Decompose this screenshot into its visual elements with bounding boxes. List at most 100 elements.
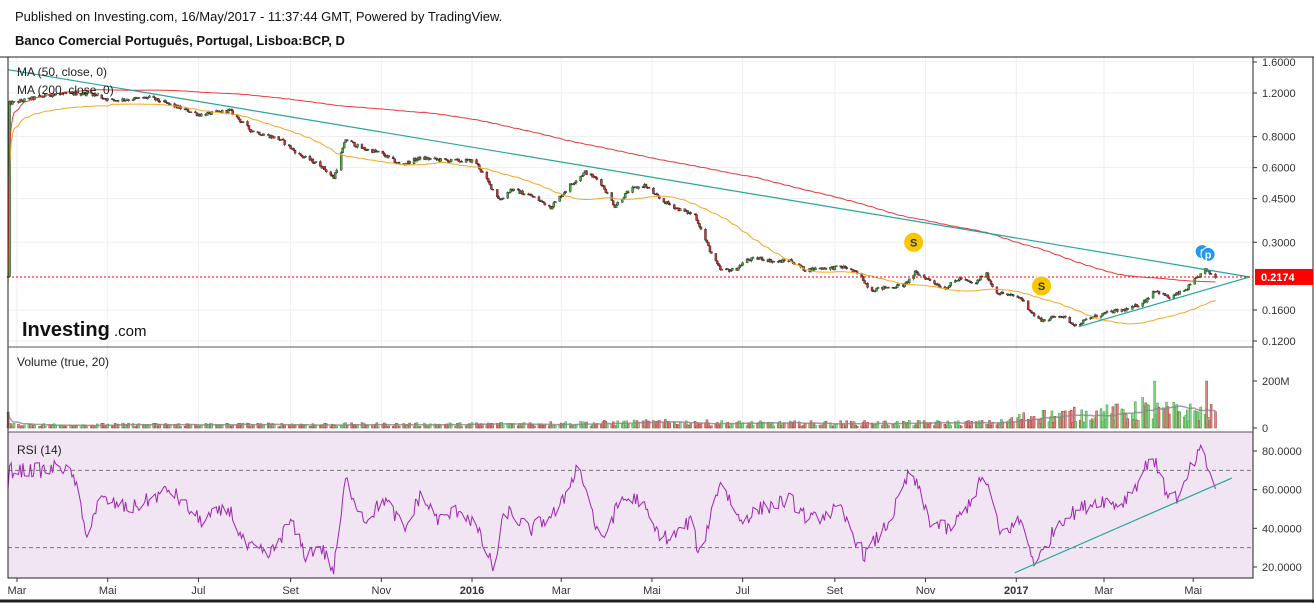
volume-bar bbox=[12, 423, 16, 429]
legend-ma50: MA (50, close, 0) bbox=[17, 65, 107, 79]
volume-bar bbox=[560, 422, 563, 429]
candle-down bbox=[460, 161, 463, 163]
volume-bar bbox=[429, 423, 432, 429]
candle-up bbox=[341, 147, 344, 153]
candle-down bbox=[533, 196, 536, 198]
candle-up bbox=[574, 180, 578, 184]
candle-up bbox=[998, 293, 1002, 296]
volume-bar bbox=[366, 425, 370, 429]
candle-up bbox=[741, 262, 744, 266]
volume-bar bbox=[1186, 409, 1189, 429]
candle-down bbox=[699, 226, 703, 230]
candle-up bbox=[736, 267, 740, 271]
volume-bar bbox=[980, 420, 984, 429]
candle-down bbox=[475, 159, 478, 164]
volume-bar bbox=[1134, 401, 1137, 429]
volume-bar bbox=[626, 423, 630, 429]
volume-bar bbox=[137, 423, 141, 429]
candle-up bbox=[1203, 268, 1207, 274]
volume-bar bbox=[668, 422, 671, 429]
volume-bar bbox=[731, 423, 734, 429]
price-tick-label: 1.6000 bbox=[1262, 57, 1296, 69]
volume-bar bbox=[1126, 418, 1129, 429]
chart-title: Banco Comercial Português, Portugal, Lis… bbox=[15, 33, 345, 48]
candle-down bbox=[393, 158, 396, 163]
x-tick-label: Nov bbox=[916, 585, 936, 597]
volume-bar bbox=[632, 419, 636, 429]
volume-bar bbox=[1157, 406, 1161, 429]
volume-bar bbox=[500, 422, 503, 429]
candle-up bbox=[750, 257, 753, 261]
volume-bar bbox=[652, 420, 655, 429]
volume-bar bbox=[177, 423, 181, 429]
x-tick-label: Mar bbox=[8, 585, 27, 597]
candle-down bbox=[673, 204, 676, 209]
candle-down bbox=[1026, 300, 1030, 310]
candle-up bbox=[637, 186, 640, 189]
candle-down bbox=[319, 161, 322, 167]
candle-down bbox=[408, 160, 411, 164]
candle-down bbox=[603, 185, 606, 190]
candle-down bbox=[991, 283, 994, 288]
candle-up bbox=[554, 201, 557, 204]
candle-up bbox=[339, 152, 343, 171]
candle-down bbox=[485, 171, 489, 179]
x-tick-label: Set bbox=[827, 585, 844, 597]
candle-up bbox=[226, 109, 230, 114]
candle-up bbox=[210, 111, 213, 115]
candle-down bbox=[698, 223, 701, 228]
candle-down bbox=[824, 267, 828, 270]
rsi-label: RSI (14) bbox=[17, 443, 62, 457]
candle-down bbox=[595, 177, 599, 180]
candle-down bbox=[20, 99, 23, 102]
candle-up bbox=[200, 113, 203, 117]
candle-up bbox=[1183, 290, 1186, 292]
candle-down bbox=[1071, 322, 1074, 325]
candle-down bbox=[747, 258, 750, 261]
candle-down bbox=[686, 210, 689, 214]
candle-down bbox=[652, 187, 655, 194]
volume-bar bbox=[1070, 410, 1073, 429]
candle-down bbox=[158, 100, 161, 103]
candle-down bbox=[1064, 315, 1067, 318]
candle-down bbox=[863, 280, 866, 284]
price-tick-label: 0.3000 bbox=[1262, 237, 1296, 249]
candle-up bbox=[335, 169, 338, 173]
volume-bar bbox=[616, 420, 619, 429]
trendline bbox=[1078, 276, 1250, 328]
volume-bar bbox=[1012, 421, 1015, 429]
candle-down bbox=[696, 220, 700, 224]
x-tick-label: Mar bbox=[552, 585, 571, 597]
volume-bar bbox=[908, 420, 911, 429]
candle-down bbox=[594, 176, 597, 178]
split-icon bbox=[1031, 275, 1053, 297]
candle-down bbox=[803, 270, 807, 272]
legend-ma200: MA (200, close, 0) bbox=[17, 83, 114, 97]
rsi-tick-label: 20.0000 bbox=[1262, 562, 1302, 574]
candle-down bbox=[1031, 312, 1034, 314]
candle-down bbox=[313, 162, 316, 165]
candle-down bbox=[844, 265, 847, 268]
candle-up bbox=[582, 172, 585, 176]
candle-up bbox=[1120, 309, 1124, 312]
volume-bar bbox=[622, 420, 625, 429]
candle-down bbox=[1116, 309, 1119, 312]
candle-up bbox=[913, 270, 917, 276]
candle-down bbox=[719, 265, 722, 271]
candle-down bbox=[915, 270, 918, 273]
candle-down bbox=[186, 108, 190, 112]
candle-down bbox=[1214, 273, 1217, 279]
candle-down bbox=[839, 265, 842, 268]
volume-tick-label: 200M bbox=[1262, 376, 1290, 388]
candle-down bbox=[708, 245, 712, 252]
candle-down bbox=[861, 275, 865, 281]
candle-down bbox=[329, 171, 332, 176]
candle-down bbox=[127, 99, 130, 101]
candle-up bbox=[751, 257, 755, 259]
volume-bar bbox=[1116, 403, 1119, 429]
candle-up bbox=[507, 191, 511, 194]
candle-down bbox=[247, 125, 251, 130]
volume-bar bbox=[876, 421, 880, 429]
candle-down bbox=[1068, 316, 1071, 323]
